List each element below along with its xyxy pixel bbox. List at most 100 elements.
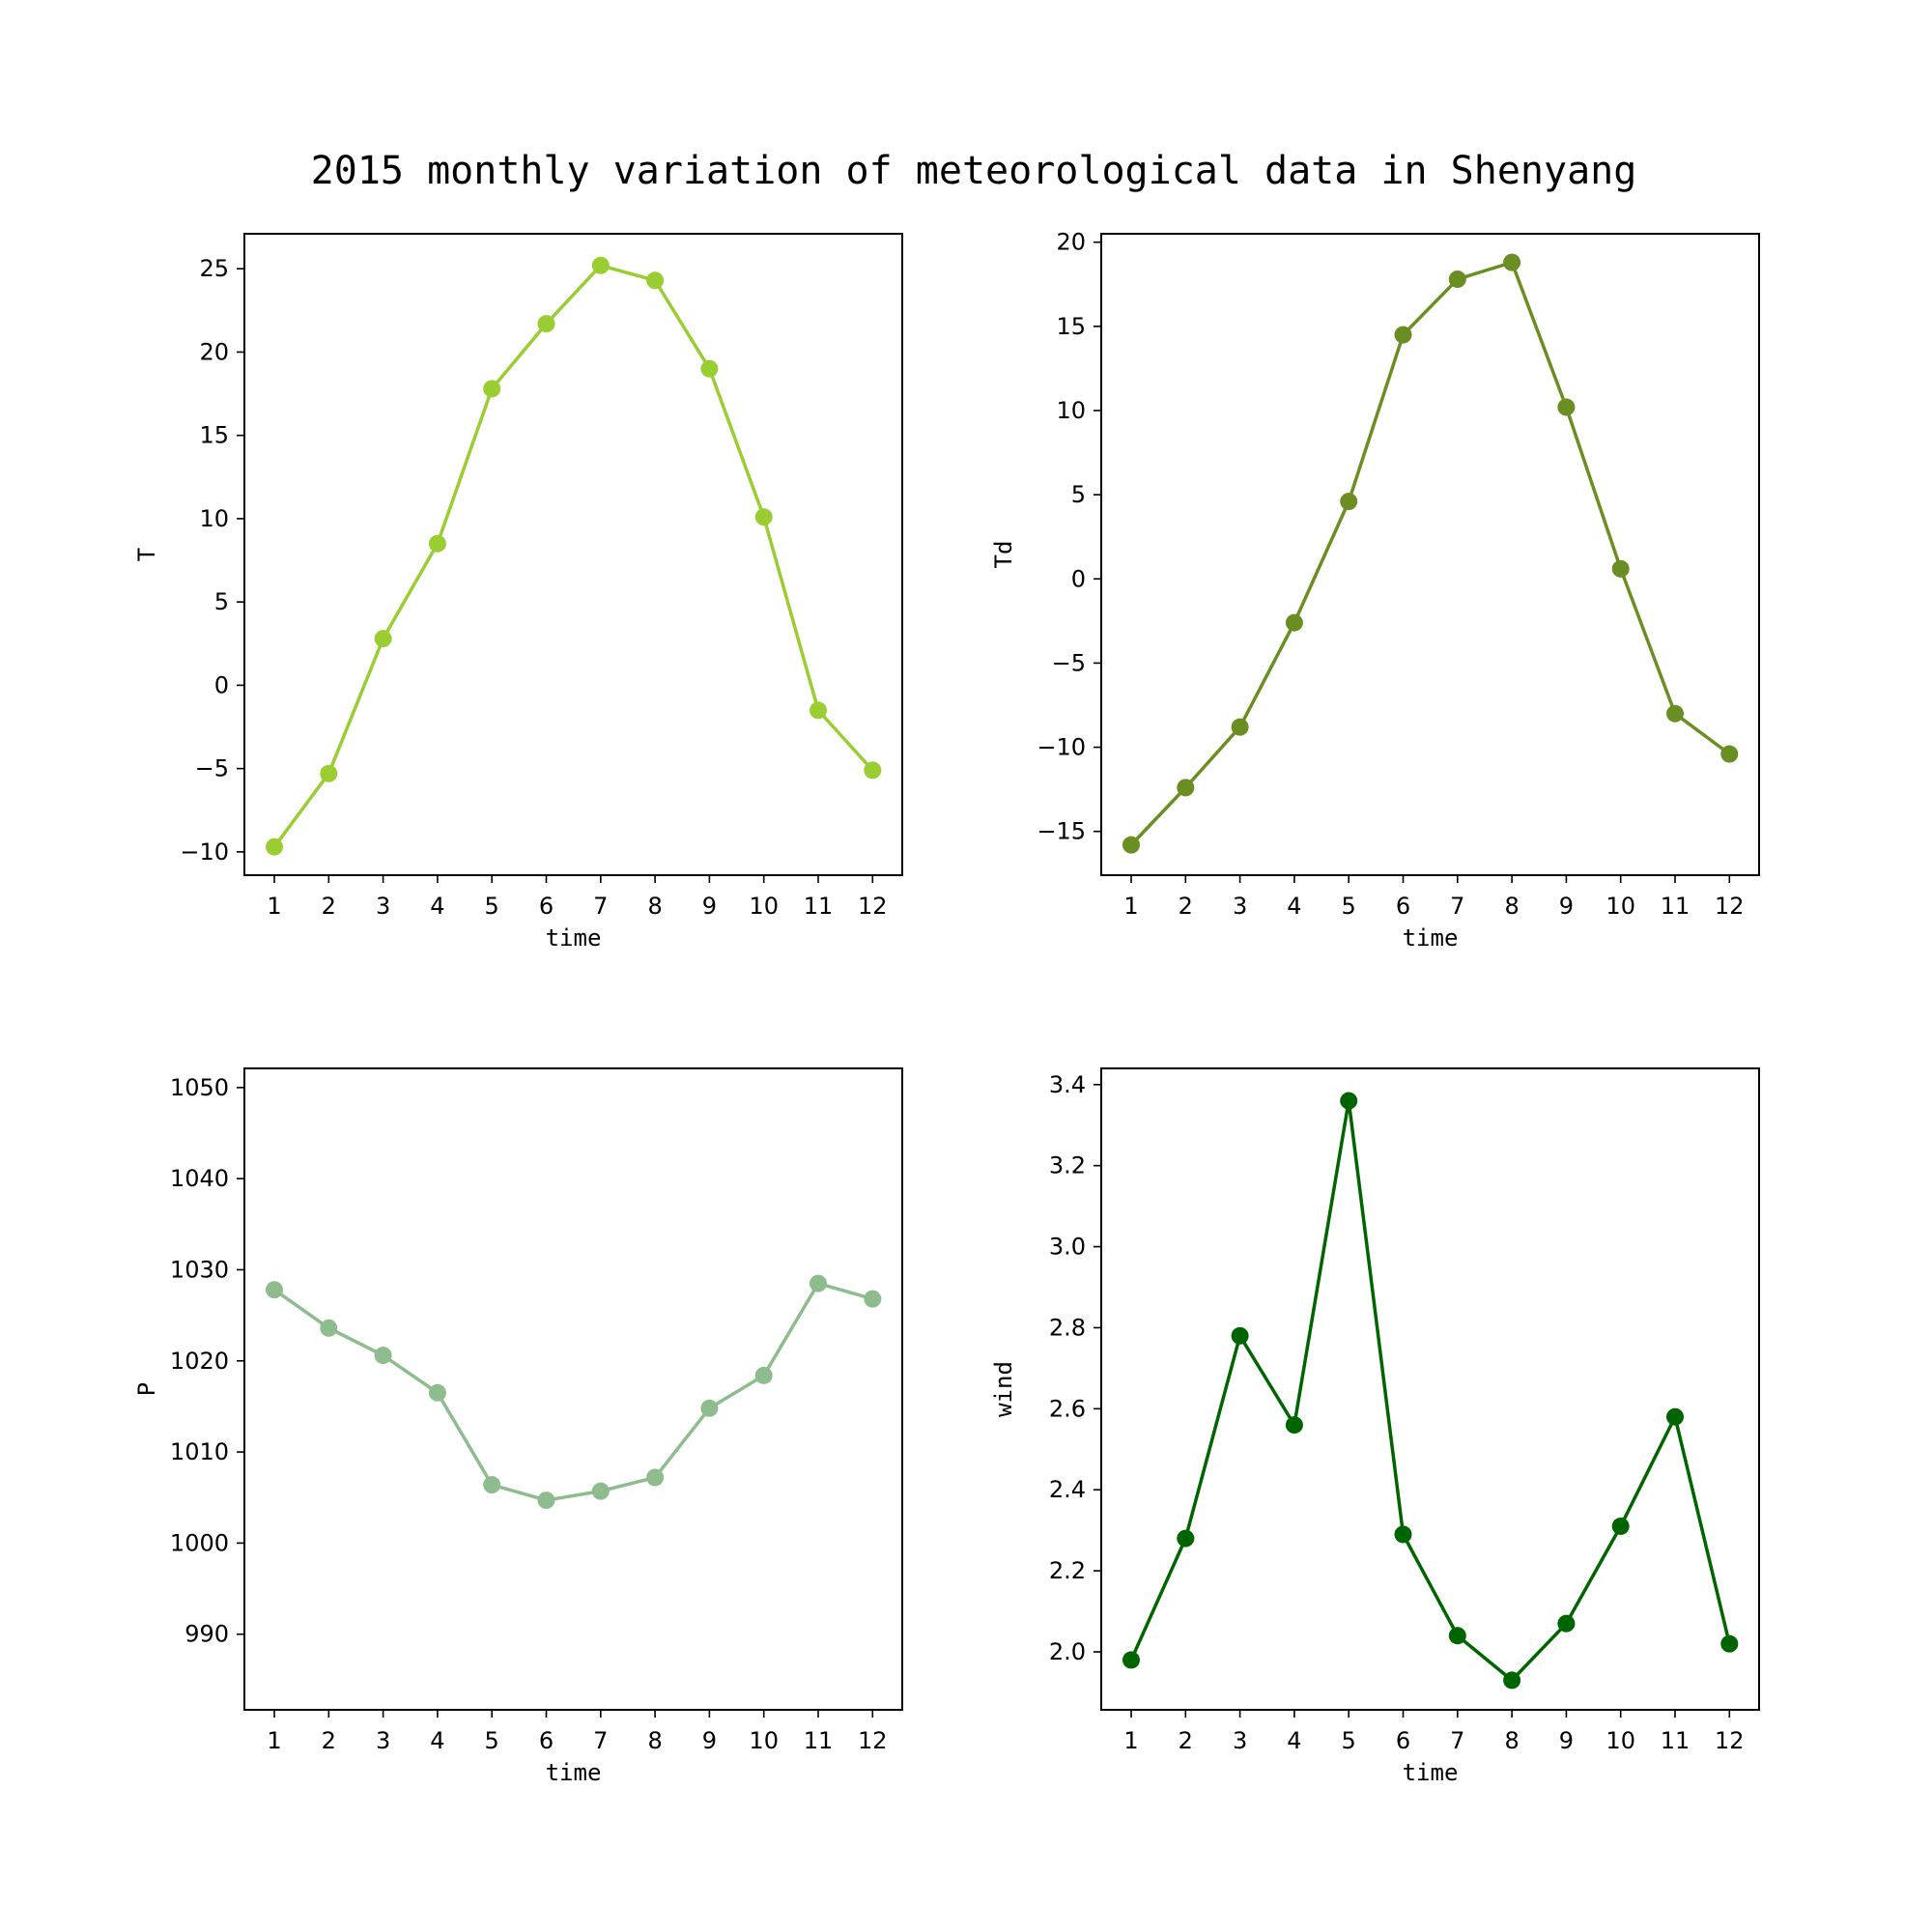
x-tick-label: 8 [647,1727,662,1754]
x-tick-label: 7 [593,893,608,920]
x-tick-label: 11 [804,893,834,920]
x-tick-label: 9 [1559,893,1574,920]
data-point [591,1482,610,1500]
x-tick-label: 12 [858,1727,888,1754]
y-tick-label: 15 [1056,313,1086,340]
data-point [864,1290,882,1308]
x-axis-label: time [1403,1759,1459,1786]
x-tick-label: 11 [804,1727,834,1754]
x-tick-label: 8 [647,893,662,920]
data-point [1557,1614,1576,1633]
data-point [320,1319,338,1337]
data-point [700,359,719,378]
x-tick-label: 2 [322,1727,336,1754]
data-point [1177,779,1195,797]
x-tick-label: 4 [430,893,444,920]
data-point [1666,704,1684,723]
x-tick-label: 9 [702,1727,717,1754]
x-axis-label: time [546,924,602,952]
x-tick-label: 3 [1233,893,1247,920]
y-tick-label: 3.4 [1049,1071,1086,1098]
subplot-wind: 1 2 3 4 5 6 7 8 9 10 11 122.02.22.42.62.83.03.23.4t… [990,1067,1760,1786]
y-tick-label: 0 [1071,565,1086,592]
x-tick-label: 8 [1504,1727,1519,1754]
y-tick-label: −5 [195,755,229,782]
x-tick-label: 4 [430,1727,444,1754]
data-point [810,701,827,720]
data-point [483,380,501,398]
data-point [483,1476,501,1494]
y-tick-label: 5 [214,588,229,615]
x-tick-label: 2 [1179,1727,1193,1754]
data-point [1122,1651,1140,1669]
data-point [1340,493,1358,511]
x-tick-label: 12 [858,893,888,920]
x-tick-label: 1 [267,1727,281,1754]
data-point [1394,326,1412,344]
series-line-Td [1129,260,1731,846]
x-tick-label: 10 [1605,1727,1635,1754]
y-tick-label: 10 [199,505,229,532]
x-tick-label: 2 [322,893,336,920]
x-tick-label: 4 [1287,1727,1301,1754]
data-point [1557,398,1576,416]
axes-frame [243,1067,903,1711]
axes-frame [243,233,903,876]
x-tick-label: 9 [1559,1727,1574,1754]
series-line-wind [1129,1098,1732,1683]
x-axis-label: time [546,1759,602,1786]
x-tick-label: 8 [1504,893,1519,920]
data-point [320,764,338,782]
y-tick-label: −5 [1052,649,1086,676]
data-point [1611,1517,1630,1535]
data-point [1720,1634,1739,1653]
data-point [1503,253,1521,271]
data-point [754,508,773,526]
data-point [537,1492,555,1510]
data-point [1448,1627,1466,1645]
x-tick-label: 6 [539,1727,554,1754]
x-tick-label: 3 [376,893,390,920]
series-line-P [272,1281,873,1502]
y-tick-label: 1030 [170,1256,229,1283]
data-point [428,1383,446,1402]
y-tick-label: 20 [1056,229,1086,256]
data-point [428,534,446,553]
y-tick-label: 2.8 [1049,1314,1086,1341]
y-tick-label: 2.6 [1049,1395,1086,1422]
data-point [646,1468,665,1487]
data-point [1285,1416,1303,1435]
y-tick-label: 2.4 [1049,1476,1086,1503]
subplot-P: 1 2 3 4 5 6 7 8 9 10 11 129901000101010201030104010… [133,1067,903,1786]
x-tick-label: 5 [485,893,499,920]
data-point [1720,745,1739,763]
x-tick-label: 6 [1396,1727,1410,1754]
x-tick-label: 4 [1287,893,1301,920]
y-tick-label: −10 [1037,734,1086,761]
y-axis-label: Td [990,541,1017,569]
y-tick-label: 3.0 [1049,1234,1086,1261]
axes-frame [1100,1067,1760,1711]
data-point [810,1274,827,1293]
y-tick-label: 1010 [170,1438,229,1465]
x-tick-label: 5 [1342,893,1356,920]
y-tick-label: 1050 [170,1074,229,1101]
y-tick-label: 25 [199,255,229,282]
y-tick-label: −10 [180,838,229,866]
y-tick-label: 2.0 [1049,1638,1086,1665]
x-tick-label: 12 [1715,1727,1745,1754]
data-point [1340,1092,1358,1110]
y-tick-label: 990 [185,1621,229,1648]
data-point [374,630,392,648]
data-point [864,761,882,780]
y-tick-label: 1040 [170,1165,229,1192]
data-point [1394,1525,1412,1544]
data-point [1285,613,1303,632]
data-point [266,838,283,856]
data-point [1231,718,1249,736]
y-tick-label: 2.2 [1049,1557,1086,1584]
